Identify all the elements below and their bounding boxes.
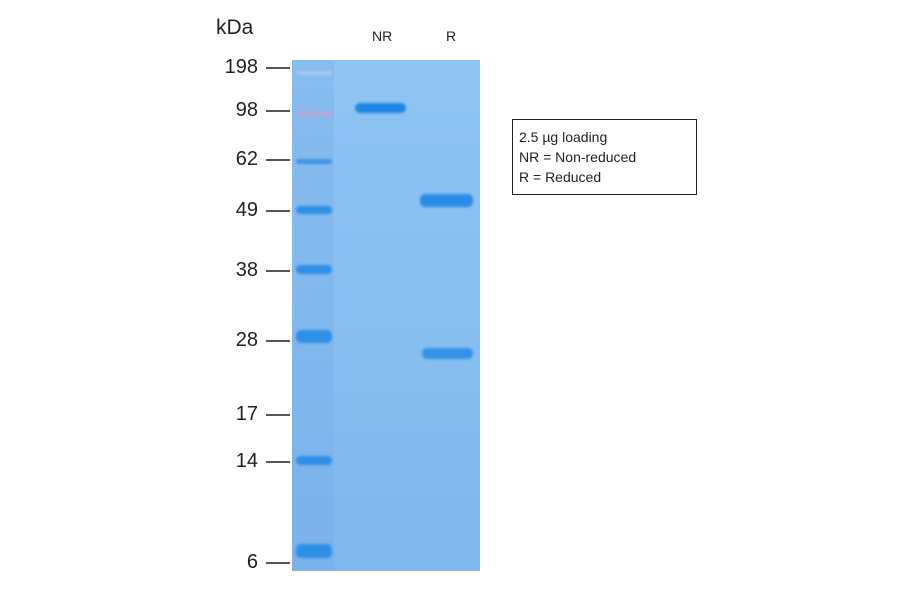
marker-tick [266, 159, 290, 161]
marker-label: 6 [246, 551, 258, 573]
ladder-band [296, 111, 332, 116]
ladder-band [296, 456, 332, 465]
ladder-band [296, 330, 332, 343]
marker-label: 17 [235, 403, 258, 425]
ladder-band [296, 159, 332, 164]
ladder-band [296, 544, 332, 558]
marker-tick [266, 461, 290, 463]
marker-tick [266, 270, 290, 272]
marker-label: 198 [224, 56, 258, 78]
marker-label: 62 [235, 148, 258, 170]
legend-line: NR = Non-reduced [519, 149, 637, 165]
marker-tick [266, 67, 290, 69]
marker-tick [266, 414, 290, 416]
r-band-heavy [420, 194, 473, 207]
gel-image [292, 60, 480, 571]
lane-label-r: R [446, 28, 457, 44]
marker-label: 38 [235, 259, 258, 281]
marker-label: 28 [235, 329, 258, 351]
marker-tick [266, 210, 290, 212]
ladder-band [296, 71, 332, 75]
lane-label-nr: NR [372, 28, 393, 44]
marker-label: 98 [235, 99, 258, 121]
unit-label: kDa [216, 16, 254, 39]
marker-label: 14 [235, 450, 258, 472]
ladder-lane [292, 60, 334, 571]
ladder-band [296, 206, 332, 214]
legend-line: 2.5 µg loading [519, 129, 608, 145]
marker-tick [266, 562, 290, 564]
legend-box: 2.5 µg loading NR = Non-reduced R = Redu… [512, 119, 697, 195]
ladder-band [296, 265, 332, 274]
legend-line: R = Reduced [519, 169, 602, 185]
nr-band [355, 103, 406, 113]
marker-tick [266, 340, 290, 342]
r-band-light [422, 348, 473, 359]
marker-label: 49 [235, 199, 258, 221]
marker-tick [266, 110, 290, 112]
